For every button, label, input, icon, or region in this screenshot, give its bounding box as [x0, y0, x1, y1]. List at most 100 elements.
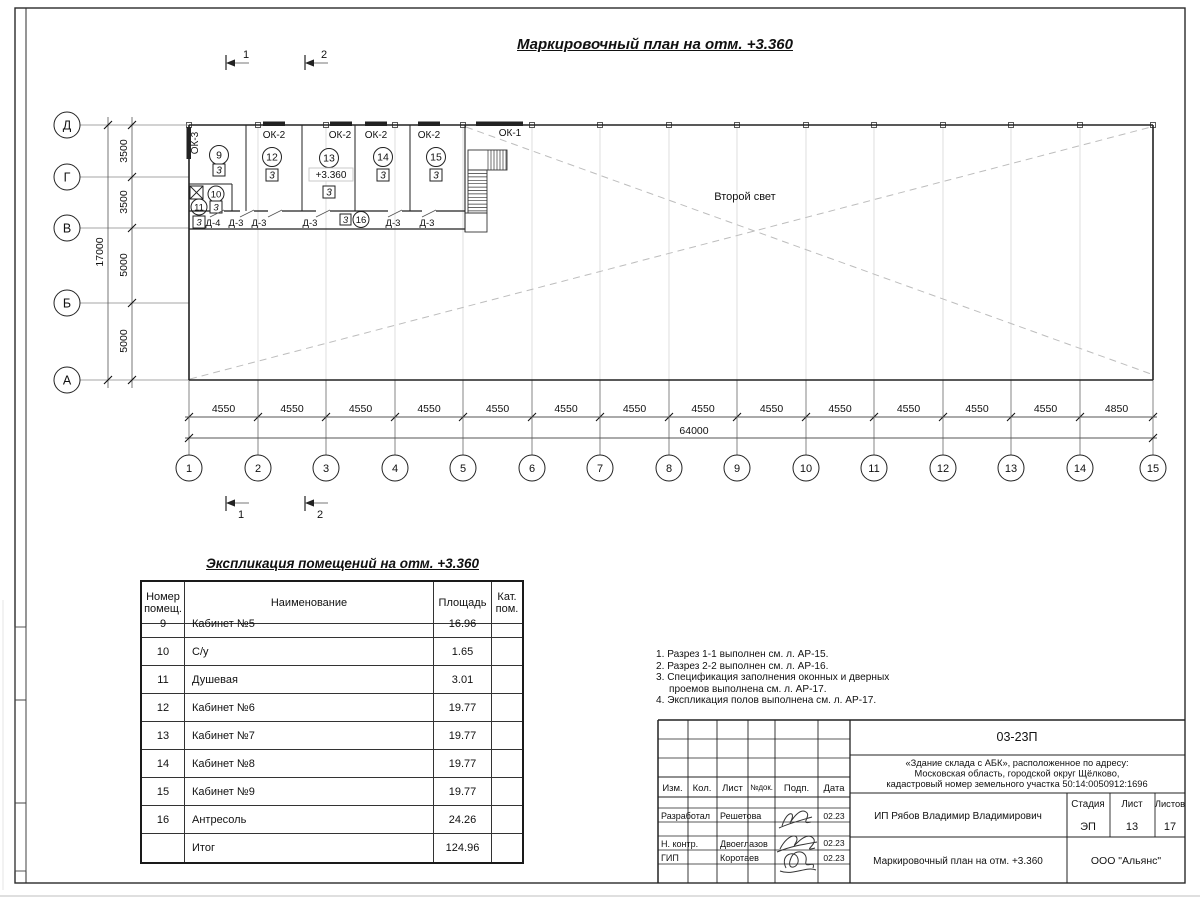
- explication-table: Номер помещ. Наименование Площадь Кат. п…: [140, 580, 524, 864]
- axis-bubble: [997, 454, 1025, 482]
- room-category: 3: [269, 171, 275, 182]
- person-name: Коротаев: [720, 853, 759, 863]
- doc-number: 03-23П: [997, 730, 1038, 744]
- cell-cat: [492, 694, 522, 722]
- mezzanine-marker: 3 16: [339, 211, 370, 228]
- section-markers: 1 2 1 2: [225, 49, 328, 521]
- axis-row-g: Г: [53, 163, 189, 191]
- axis-label: 13: [1005, 463, 1017, 475]
- axis-bubble: [1139, 454, 1167, 482]
- cell-cat: [492, 806, 522, 834]
- axis-label: Д: [63, 119, 72, 133]
- cell-area: 19.77: [434, 722, 492, 750]
- room-category: 3: [196, 218, 202, 229]
- sign-date: 02.23: [823, 838, 845, 848]
- axis-bubble: [244, 454, 272, 482]
- dim-span: 4550: [349, 403, 373, 415]
- room-category: 3: [216, 166, 222, 177]
- axis-label: 11: [868, 463, 879, 475]
- cell-num: 14: [142, 750, 185, 778]
- axis-label: Б: [63, 297, 71, 311]
- vertical-dimensions: 17000 3500 3500 5000 5000: [94, 117, 137, 388]
- cell-cat: [492, 666, 522, 694]
- window-ok3-label: ОК-3: [190, 131, 201, 154]
- cell-area: 24.26: [434, 806, 492, 834]
- axis-row-a: А: [53, 366, 189, 394]
- signature-mark: [778, 810, 813, 829]
- project-address: «Здание склада с АБК», расположенное по …: [905, 758, 1128, 768]
- window-ok1-label: ОК-1: [499, 128, 522, 139]
- door-leaf: [421, 209, 437, 218]
- door-label: Д-3: [303, 218, 318, 229]
- room-number: 16: [356, 215, 367, 226]
- sheet-label: Лист: [1121, 799, 1143, 810]
- window-ok2-mark: [330, 121, 352, 126]
- window-ok2-label: ОК-2: [365, 130, 388, 141]
- cell-area: 124.96: [434, 834, 492, 862]
- signatures: [776, 810, 818, 873]
- door-label: Д-3: [420, 218, 435, 229]
- room-number: 14: [377, 152, 389, 164]
- sheet-number: 13: [1126, 821, 1138, 833]
- frame-stamp-box: [14, 699, 27, 804]
- role-label: Н. контр.: [661, 839, 698, 849]
- dim-row: 5000: [118, 253, 130, 277]
- note-item: 1. Разрез 1-1 выполнен см. л. АР-15.: [656, 649, 829, 660]
- table-row: 10 С/у 1.65: [142, 638, 522, 666]
- section-label: 2: [317, 509, 323, 521]
- dim-span: 4550: [417, 403, 441, 415]
- header-room-area: Площадь: [434, 582, 492, 624]
- dim-span: 4550: [965, 403, 989, 415]
- axis-bubble: [792, 454, 820, 482]
- elevation-label: +3.360: [316, 170, 347, 181]
- cell-cat: [492, 750, 522, 778]
- door-leaf: [239, 209, 255, 218]
- axis-label: 12: [937, 463, 949, 475]
- room-markers: 9 3 12 3 13 +3.360 3 14 3 15 3: [209, 145, 446, 199]
- axis-label: 3: [323, 463, 329, 475]
- cell-area: 3.01: [434, 666, 492, 694]
- axis-bubble: [929, 454, 957, 482]
- section-label: 1: [238, 509, 244, 521]
- section-label: 1: [243, 49, 249, 61]
- cell-area: 19.77: [434, 750, 492, 778]
- axis-row-v: В: [53, 214, 189, 242]
- room-number: 12: [266, 152, 278, 164]
- section-marker-1-top: 1: [225, 49, 249, 70]
- cell-cat: [492, 778, 522, 806]
- cell-cat: [492, 638, 522, 666]
- door-leaf: [209, 209, 225, 218]
- axis-label: 14: [1074, 463, 1086, 475]
- axis-bubble: [1066, 454, 1094, 482]
- dim-span: 4550: [623, 403, 647, 415]
- dim-row: 5000: [118, 329, 130, 353]
- note-item: 3. Спецификация заполнения оконных и две…: [656, 672, 890, 695]
- cell-num: 12: [142, 694, 185, 722]
- cell-name: Кабинет №5: [185, 610, 434, 638]
- cell-num: 10: [142, 638, 185, 666]
- header-room-category: Кат. пом.: [492, 582, 522, 624]
- door-leaf: [387, 209, 403, 218]
- titleblock-text: 03-23П «Здание склада с АБК», расположен…: [661, 730, 1185, 867]
- room-number: 11: [194, 203, 204, 214]
- sheets-label: Листов: [1155, 799, 1185, 809]
- dim-span: 4550: [691, 403, 715, 415]
- plan-walls: [188, 124, 1154, 381]
- axis-bubble: [586, 454, 614, 482]
- room-category: 3: [326, 188, 332, 199]
- room-number: 10: [211, 190, 222, 201]
- client-name: ИП Рябов Владимир Владимирович: [874, 810, 1042, 822]
- cell-cat: [492, 722, 522, 750]
- person-name: Двоеглазов: [720, 839, 768, 849]
- col-header-data: Дата: [823, 783, 845, 794]
- room-number: 9: [216, 150, 222, 162]
- sheets-total: 17: [1164, 821, 1176, 833]
- axis-bubble: [175, 454, 203, 482]
- person-name: Решетова: [720, 811, 761, 821]
- axis-label: Г: [64, 171, 71, 185]
- staircase: [464, 149, 508, 233]
- door-label: Д-4: [206, 218, 221, 229]
- cell-area: 16.96: [434, 610, 492, 638]
- signature-mark: [779, 851, 817, 873]
